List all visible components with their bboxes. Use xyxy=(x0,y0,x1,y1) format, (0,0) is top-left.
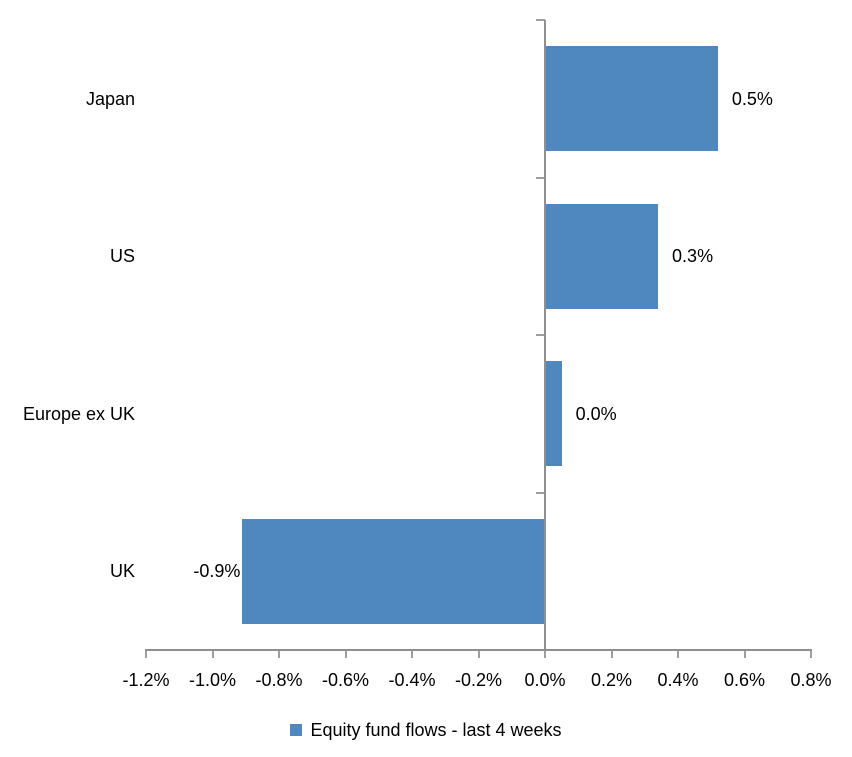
value-label-uk: -0.9% xyxy=(193,561,241,582)
x-axis-tick-label: -0.4% xyxy=(388,670,436,690)
y-axis-tick xyxy=(536,334,545,336)
bar-uk xyxy=(242,518,545,624)
x-axis-tick xyxy=(677,650,679,658)
value-label-japan: 0.5% xyxy=(731,88,773,109)
bar-europe-ex-uk xyxy=(545,361,562,467)
bar-japan xyxy=(545,46,718,152)
category-label-uk: UK xyxy=(109,561,135,582)
x-axis-tick xyxy=(743,650,746,658)
x-axis-line xyxy=(145,649,812,651)
x-axis-tick-label: -0.2% xyxy=(454,670,503,690)
value-label-europe-ex-uk: 0.0% xyxy=(575,403,617,424)
x-axis-tick-label: 0.6% xyxy=(723,670,766,690)
bar-us xyxy=(545,203,659,309)
category-label-us: US xyxy=(109,246,135,267)
x-axis-tick-label: 0.2% xyxy=(590,670,633,690)
x-axis-tick xyxy=(411,650,413,658)
y-axis-tick xyxy=(536,19,545,21)
x-axis-tick-label: 0.8% xyxy=(790,670,832,690)
legend-label: Equity fund flows - last 4 weeks xyxy=(310,720,562,740)
legend-swatch-icon xyxy=(290,724,303,736)
x-axis-tick-label: 0.0% xyxy=(524,670,566,690)
y-axis-line xyxy=(544,20,546,651)
x-axis-tick xyxy=(344,650,347,658)
x-axis-tick xyxy=(145,650,147,658)
x-axis-tick xyxy=(610,650,613,658)
x-axis-tick-label: 0.4% xyxy=(657,670,699,690)
x-axis-tick xyxy=(211,650,214,658)
category-label-europe-ex-uk: Europe ex UK xyxy=(22,403,135,424)
x-axis-tick xyxy=(544,650,546,658)
x-axis-tick xyxy=(278,650,280,658)
category-label-japan: Japan xyxy=(85,88,135,109)
value-label-us: 0.3% xyxy=(672,246,714,267)
y-axis-tick xyxy=(536,176,545,179)
legend: Equity fund flows - last 4 weeks xyxy=(0,720,852,740)
x-axis-tick-label: -0.6% xyxy=(321,670,370,690)
x-axis-tick xyxy=(477,650,480,658)
x-axis-tick xyxy=(810,650,812,658)
x-axis-tick-label: -1.0% xyxy=(188,670,237,690)
y-axis-tick xyxy=(536,491,545,494)
x-axis-tick-label: -1.2% xyxy=(122,670,170,690)
x-axis-tick-label: -0.8% xyxy=(255,670,303,690)
